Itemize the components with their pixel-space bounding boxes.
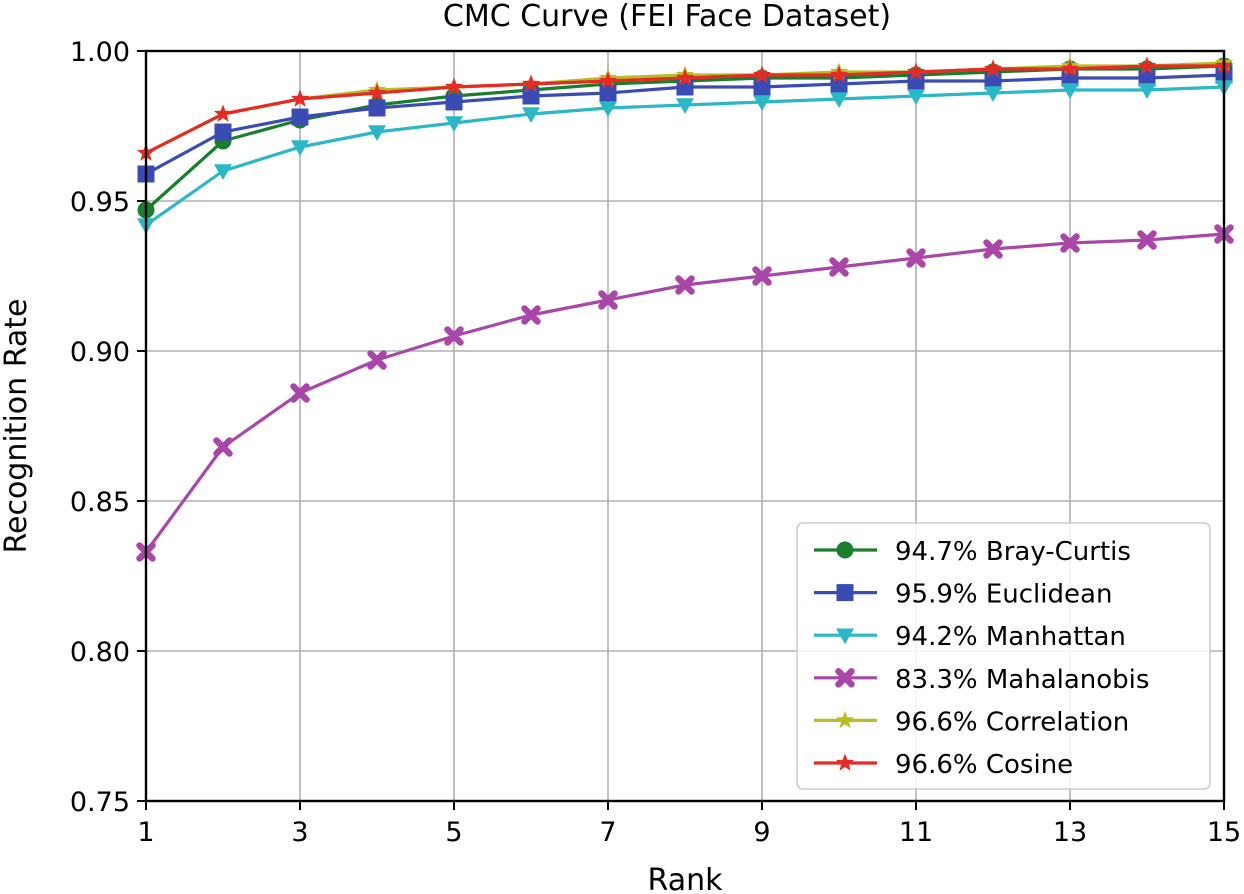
data-point-marker (444, 77, 464, 95)
axis-layer: 1 3 5 7 9 11 13 150.750.800.850.900.951.00 (70, 37, 1241, 848)
y-tick-label: 1.00 (70, 37, 130, 68)
x-tick-label: 15 (1207, 817, 1241, 848)
y-axis-label: Recognition Rate (0, 299, 34, 554)
data-point-marker (290, 383, 310, 403)
x-axis-label: Rank (648, 863, 724, 894)
data-point-marker (599, 84, 617, 102)
data-point-marker (291, 140, 309, 156)
y-tick-label: 0.75 (70, 787, 130, 818)
data-point-marker (984, 72, 1002, 90)
y-tick-label: 0.95 (70, 187, 130, 218)
x-tick-label: 9 (753, 817, 770, 848)
data-point-marker (445, 93, 463, 111)
legend-label: 83.3% Mahalanobis (895, 665, 1149, 695)
data-point-marker (1137, 56, 1157, 74)
data-point-marker (1060, 233, 1080, 253)
series-euclidean (137, 66, 1233, 183)
legend-box (796, 522, 1211, 790)
data-point-marker (676, 98, 694, 114)
legend-item: 83.3% Mahalanobis (814, 665, 1149, 695)
series-layer (136, 53, 1234, 562)
legend-item: 94.2% Manhattan (814, 622, 1126, 652)
data-point-marker (521, 305, 541, 325)
series-cosine (136, 56, 1234, 161)
data-point-marker (829, 257, 849, 277)
data-point-marker (367, 83, 387, 101)
data-point-marker (598, 71, 618, 89)
legend-marker (836, 628, 854, 645)
data-point-marker (213, 104, 233, 122)
legend-item: 94.7% Bray-Curtis (814, 537, 1131, 567)
y-tick-label: 0.80 (70, 637, 130, 668)
data-point-marker (291, 108, 309, 126)
legend-marker (836, 541, 854, 559)
legend-item: 95.9% Euclidean (814, 580, 1112, 610)
data-point-marker (522, 87, 540, 105)
data-point-marker (444, 326, 464, 346)
data-point-marker (906, 62, 926, 80)
data-point-marker (983, 239, 1003, 259)
x-tick-label: 5 (445, 817, 462, 848)
data-point-marker (984, 86, 1002, 102)
data-point-marker (521, 74, 541, 92)
data-point-marker (214, 164, 232, 180)
legend-marker (835, 668, 855, 688)
data-point-marker (1137, 230, 1157, 250)
data-point-marker (368, 125, 386, 141)
data-point-marker (753, 78, 771, 96)
data-point-marker (1138, 83, 1156, 99)
data-point-marker (214, 123, 232, 141)
legend-marker (835, 753, 855, 771)
x-tick-label: 3 (291, 817, 308, 848)
data-point-marker (598, 290, 618, 310)
data-point-marker (1060, 59, 1080, 77)
legend-label: 94.7% Bray-Curtis (895, 537, 1131, 567)
legend-label: 96.6% Correlation (895, 707, 1129, 737)
legend-marker (836, 584, 854, 602)
y-tick-label: 0.85 (70, 487, 130, 518)
legend-item: 96.6% Correlation (814, 707, 1129, 737)
x-tick-label: 7 (599, 817, 616, 848)
data-point-marker (599, 101, 617, 117)
data-point-marker (290, 89, 310, 107)
data-point-marker (906, 248, 926, 268)
x-tick-label: 13 (1053, 817, 1087, 848)
data-point-marker (983, 59, 1003, 77)
plot-frame (144, 49, 1226, 803)
data-point-marker (907, 89, 925, 105)
data-point-marker (522, 107, 540, 123)
chart-title: CMC Curve (FEI Face Dataset) (443, 0, 891, 34)
data-point-marker (367, 350, 387, 370)
legend-label: 95.9% Euclidean (895, 580, 1112, 610)
data-point-marker (830, 92, 848, 108)
data-point-marker (752, 266, 772, 286)
data-point-marker (1138, 69, 1156, 87)
legend-label: 94.2% Manhattan (895, 622, 1126, 652)
data-point-marker (1061, 83, 1079, 99)
legend: 94.7% Bray-Curtis 95.9% Euclidean 94.2% Ma… (796, 522, 1211, 790)
data-point-marker (675, 275, 695, 295)
data-point-marker (753, 95, 771, 111)
data-point-marker (213, 437, 233, 457)
x-tick-label: 11 (899, 817, 933, 848)
data-point-marker (829, 65, 849, 83)
legend-item: 96.6% Cosine (814, 750, 1073, 780)
legend-marker (835, 710, 855, 729)
legend-label: 96.6% Cosine (895, 750, 1073, 780)
data-point-marker (752, 65, 772, 83)
data-point-marker (445, 116, 463, 132)
y-tick-label: 0.90 (70, 337, 130, 368)
series-manhattan (137, 80, 1233, 234)
data-point-marker (368, 99, 386, 117)
series-mahalanobis (136, 224, 1234, 562)
x-tick-label: 1 (137, 817, 154, 848)
data-point-marker (675, 68, 695, 86)
